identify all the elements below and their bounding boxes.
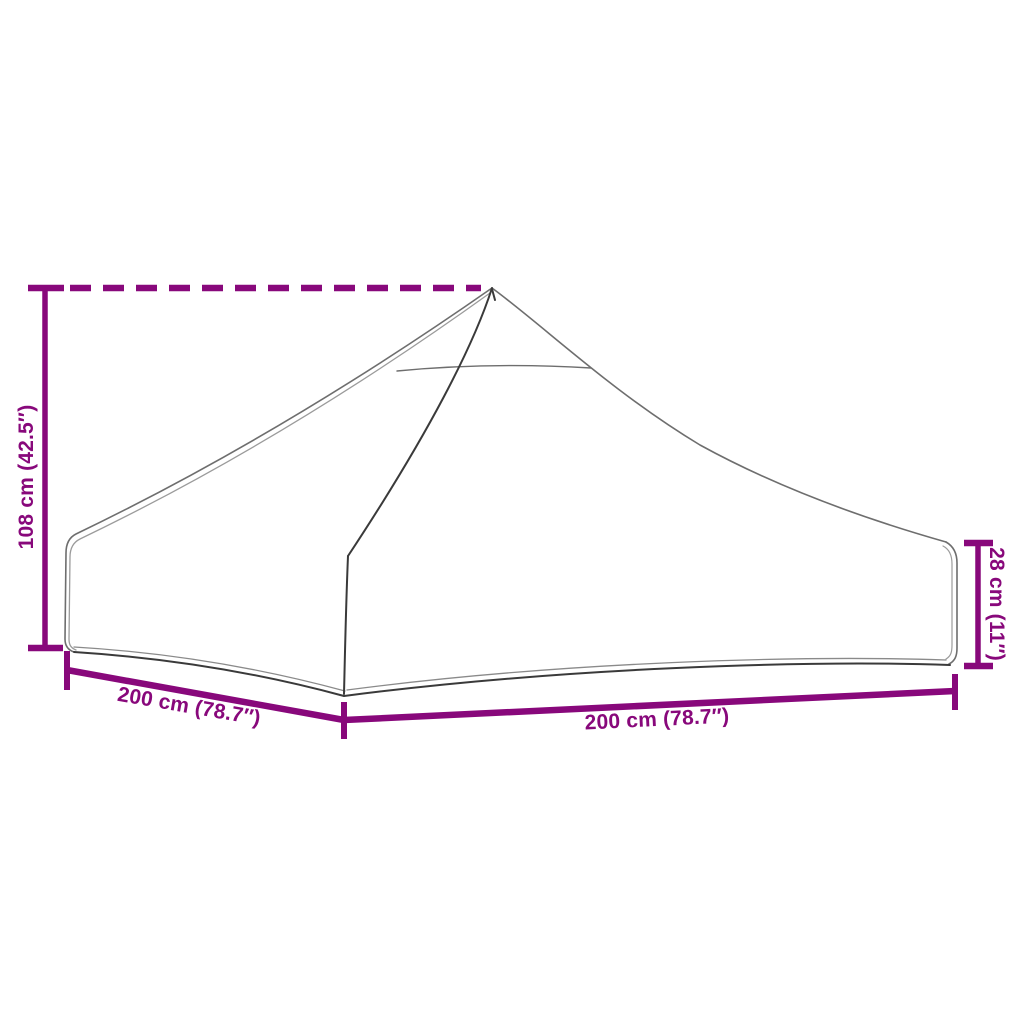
depth-dimension-line	[66, 666, 345, 724]
canopy-front-ridge	[347, 287, 493, 557]
canopy-left-hem	[73, 651, 345, 697]
canopy-front-corner-edge	[343, 555, 349, 695]
canopy-right-corner-edge-inner	[942, 545, 953, 660]
canopy-right-hem	[343, 662, 951, 697]
canopy-right-hem-upper	[346, 657, 947, 691]
canopy-roof-seam	[396, 364, 592, 372]
dimension-lines	[28, 284, 993, 739]
canopy-right-roof-edge	[491, 287, 947, 543]
canopy-left-hem-upper	[73, 646, 346, 692]
canopy-left-roof-edge	[64, 287, 493, 653]
canopy-outline-dark	[73, 287, 951, 697]
canopy-right-corner-edge	[945, 541, 958, 665]
canopy-left-roof-edge-inner	[68, 292, 491, 651]
height-left-dimension-label: 108 cm (42.5″)	[15, 404, 38, 550]
height-right-dimension-label: 28 cm (11″)	[985, 547, 1008, 661]
canopy-peak-tick	[491, 288, 496, 301]
canopy-outline	[64, 287, 958, 692]
width-dimension-line	[343, 687, 956, 724]
